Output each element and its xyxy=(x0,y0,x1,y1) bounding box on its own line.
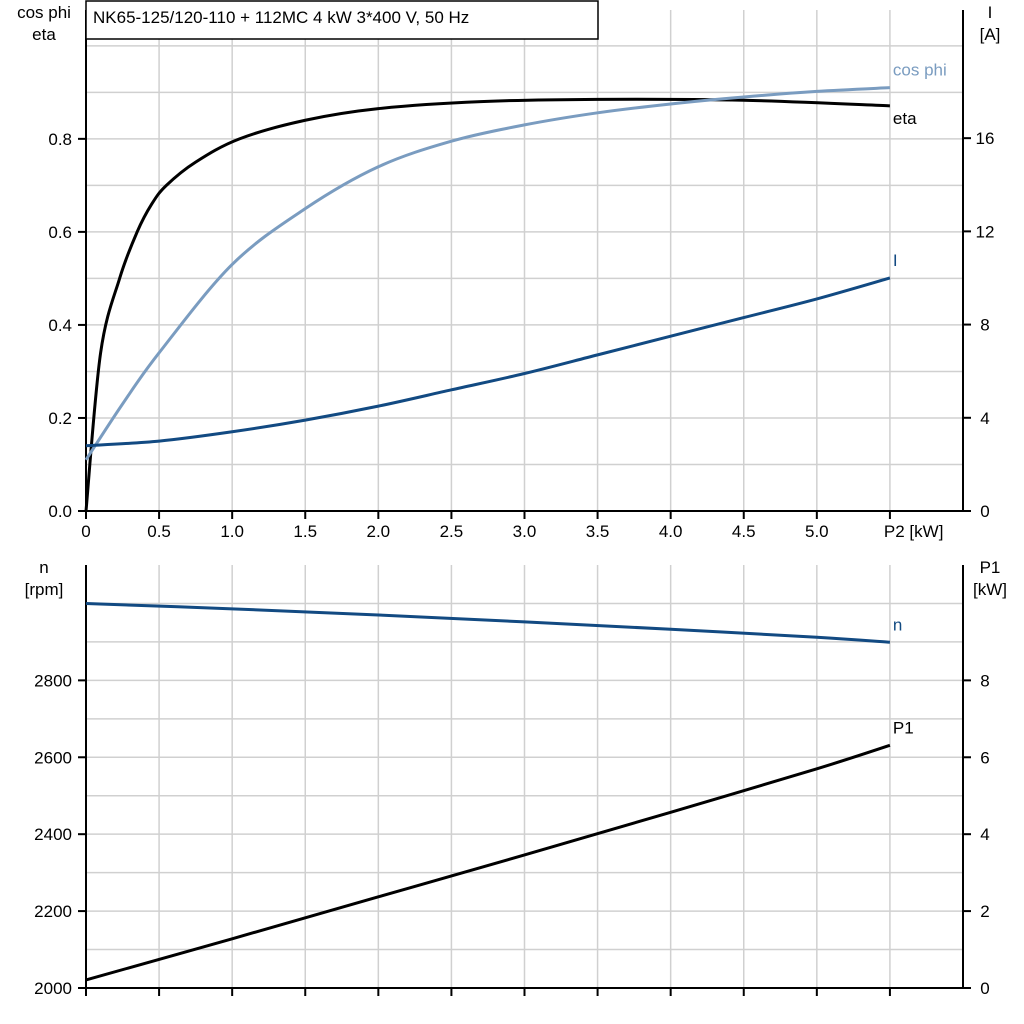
y-tick-label-right: 2 xyxy=(980,902,989,921)
y-tick-label-left: 2800 xyxy=(34,671,72,690)
y-axis-label-left: [rpm] xyxy=(25,580,64,599)
y-axis-label-left: eta xyxy=(32,25,56,44)
series-line-p1 xyxy=(85,743,891,982)
y-tick-label-left: 0.0 xyxy=(48,502,72,521)
x-tick-label: 2.0 xyxy=(367,522,391,541)
y-tick-label-left: 2600 xyxy=(34,748,72,767)
y-tick-label-right: 12 xyxy=(976,222,995,241)
series-line-cos_phi xyxy=(84,86,890,461)
series-line-i xyxy=(85,276,891,448)
y-tick-label-left: 0.2 xyxy=(48,409,72,428)
y-axis-label-right: [A] xyxy=(980,25,1001,44)
y-tick-label-right: 6 xyxy=(980,748,989,767)
y-axis-label-right: [kW] xyxy=(973,580,1007,599)
x-tick-label: 3.5 xyxy=(586,522,610,541)
series-label-cos_phi: cos phi xyxy=(893,61,947,80)
series-label-p1: P1 xyxy=(893,718,914,737)
y-axis-label-left: n xyxy=(39,558,48,577)
y-tick-label-right: 4 xyxy=(980,409,989,428)
x-axis-label: P2 [kW] xyxy=(884,522,944,541)
y-tick-label-right: 4 xyxy=(980,825,989,844)
y-tick-label-right: 16 xyxy=(976,129,995,148)
y-tick-label-right: 0 xyxy=(980,502,989,521)
y-axis-label-right: I xyxy=(988,3,993,22)
series-label-n: n xyxy=(893,615,902,634)
y-axis-label-left: cos phi xyxy=(17,3,71,22)
y-tick-label-left: 0.4 xyxy=(48,316,72,335)
series-line-eta xyxy=(84,97,890,512)
y-tick-label-right: 8 xyxy=(980,316,989,335)
x-tick-label: 5.0 xyxy=(805,522,829,541)
y-tick-label-left: 0.6 xyxy=(48,223,72,242)
x-tick-label: 1.5 xyxy=(293,522,317,541)
x-tick-label: 0 xyxy=(81,522,90,541)
series-label-eta: eta xyxy=(893,109,917,128)
chart-title: NK65-125/120-110 + 112MC 4 kW 3*400 V, 5… xyxy=(93,8,469,27)
y-tick-label-left: 2000 xyxy=(34,979,72,998)
y-tick-label-right: 8 xyxy=(980,671,989,690)
chart-title-box xyxy=(85,0,599,40)
x-tick-label: 3.0 xyxy=(513,522,537,541)
x-tick-label: 4.5 xyxy=(732,522,756,541)
y-tick-label-left: 2400 xyxy=(34,825,72,844)
x-tick-label: 2.5 xyxy=(440,522,464,541)
y-tick-label-left: 2200 xyxy=(34,902,72,921)
series-label-i: I xyxy=(893,251,898,270)
series-line-n xyxy=(85,601,891,644)
y-tick-label-left: 0.8 xyxy=(48,130,72,149)
y-axis-label-right: P1 xyxy=(980,558,1001,577)
x-tick-label: 4.0 xyxy=(659,522,683,541)
y-tick-label-right: 0 xyxy=(980,979,989,998)
x-tick-label: 0.5 xyxy=(147,522,171,541)
x-tick-label: 1.0 xyxy=(220,522,244,541)
